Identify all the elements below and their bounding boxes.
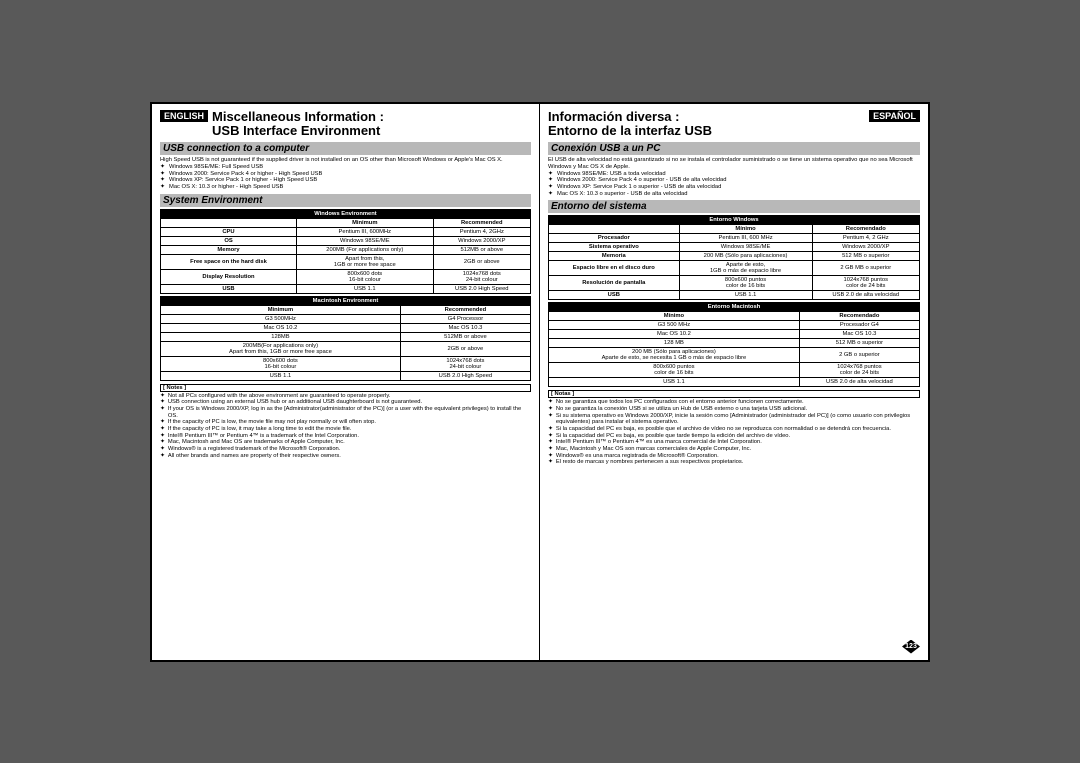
subheader-usb-connection: USB connection to a computer (160, 142, 531, 155)
notes-label-left: [ Notes ] (160, 384, 531, 392)
intro-text-right: El USB de alta velocidad no está garanti… (548, 157, 920, 197)
manual-page: ENGLISH Miscellaneous Information : USB … (150, 102, 930, 662)
subheader-entorno-sistema: Entorno del sistema (548, 200, 920, 213)
title-left: Miscellaneous Information : USB Interfac… (212, 110, 531, 140)
windows-env-table: Windows Environment MinimumRecommended C… (160, 209, 531, 294)
subheader-conexion-usb: Conexión USB a un PC (548, 142, 920, 155)
header-row-right: Información diversa : Entorno de la inte… (548, 110, 920, 140)
intro-text-left: High Speed USB is not guaranteed if the … (160, 157, 531, 190)
subheader-system-env: System Environment (160, 194, 531, 207)
title-right: Información diversa : Entorno de la inte… (548, 110, 865, 140)
mac-env-table: Macintosh Environment MinimumRecommended… (160, 296, 531, 381)
header-row-left: ENGLISH Miscellaneous Information : USB … (160, 110, 531, 140)
lang-pill-english: ENGLISH (160, 110, 208, 122)
left-column: ENGLISH Miscellaneous Information : USB … (152, 104, 540, 660)
entorno-windows-table: Entorno Windows MínimoRecomendado Proces… (548, 215, 920, 300)
notes-list-left: ✦Not all PCs configured with the above e… (160, 393, 531, 460)
right-column: Información diversa : Entorno de la inte… (540, 104, 928, 660)
notes-list-right: ✦No se garantiza que todos los PC config… (548, 399, 920, 466)
notes-label-right: [ Notas ] (548, 390, 920, 398)
lang-pill-spanish: ESPAÑOL (869, 110, 920, 122)
entorno-mac-table: Entorno Macintosh MínimoRecomendado G3 5… (548, 302, 920, 387)
